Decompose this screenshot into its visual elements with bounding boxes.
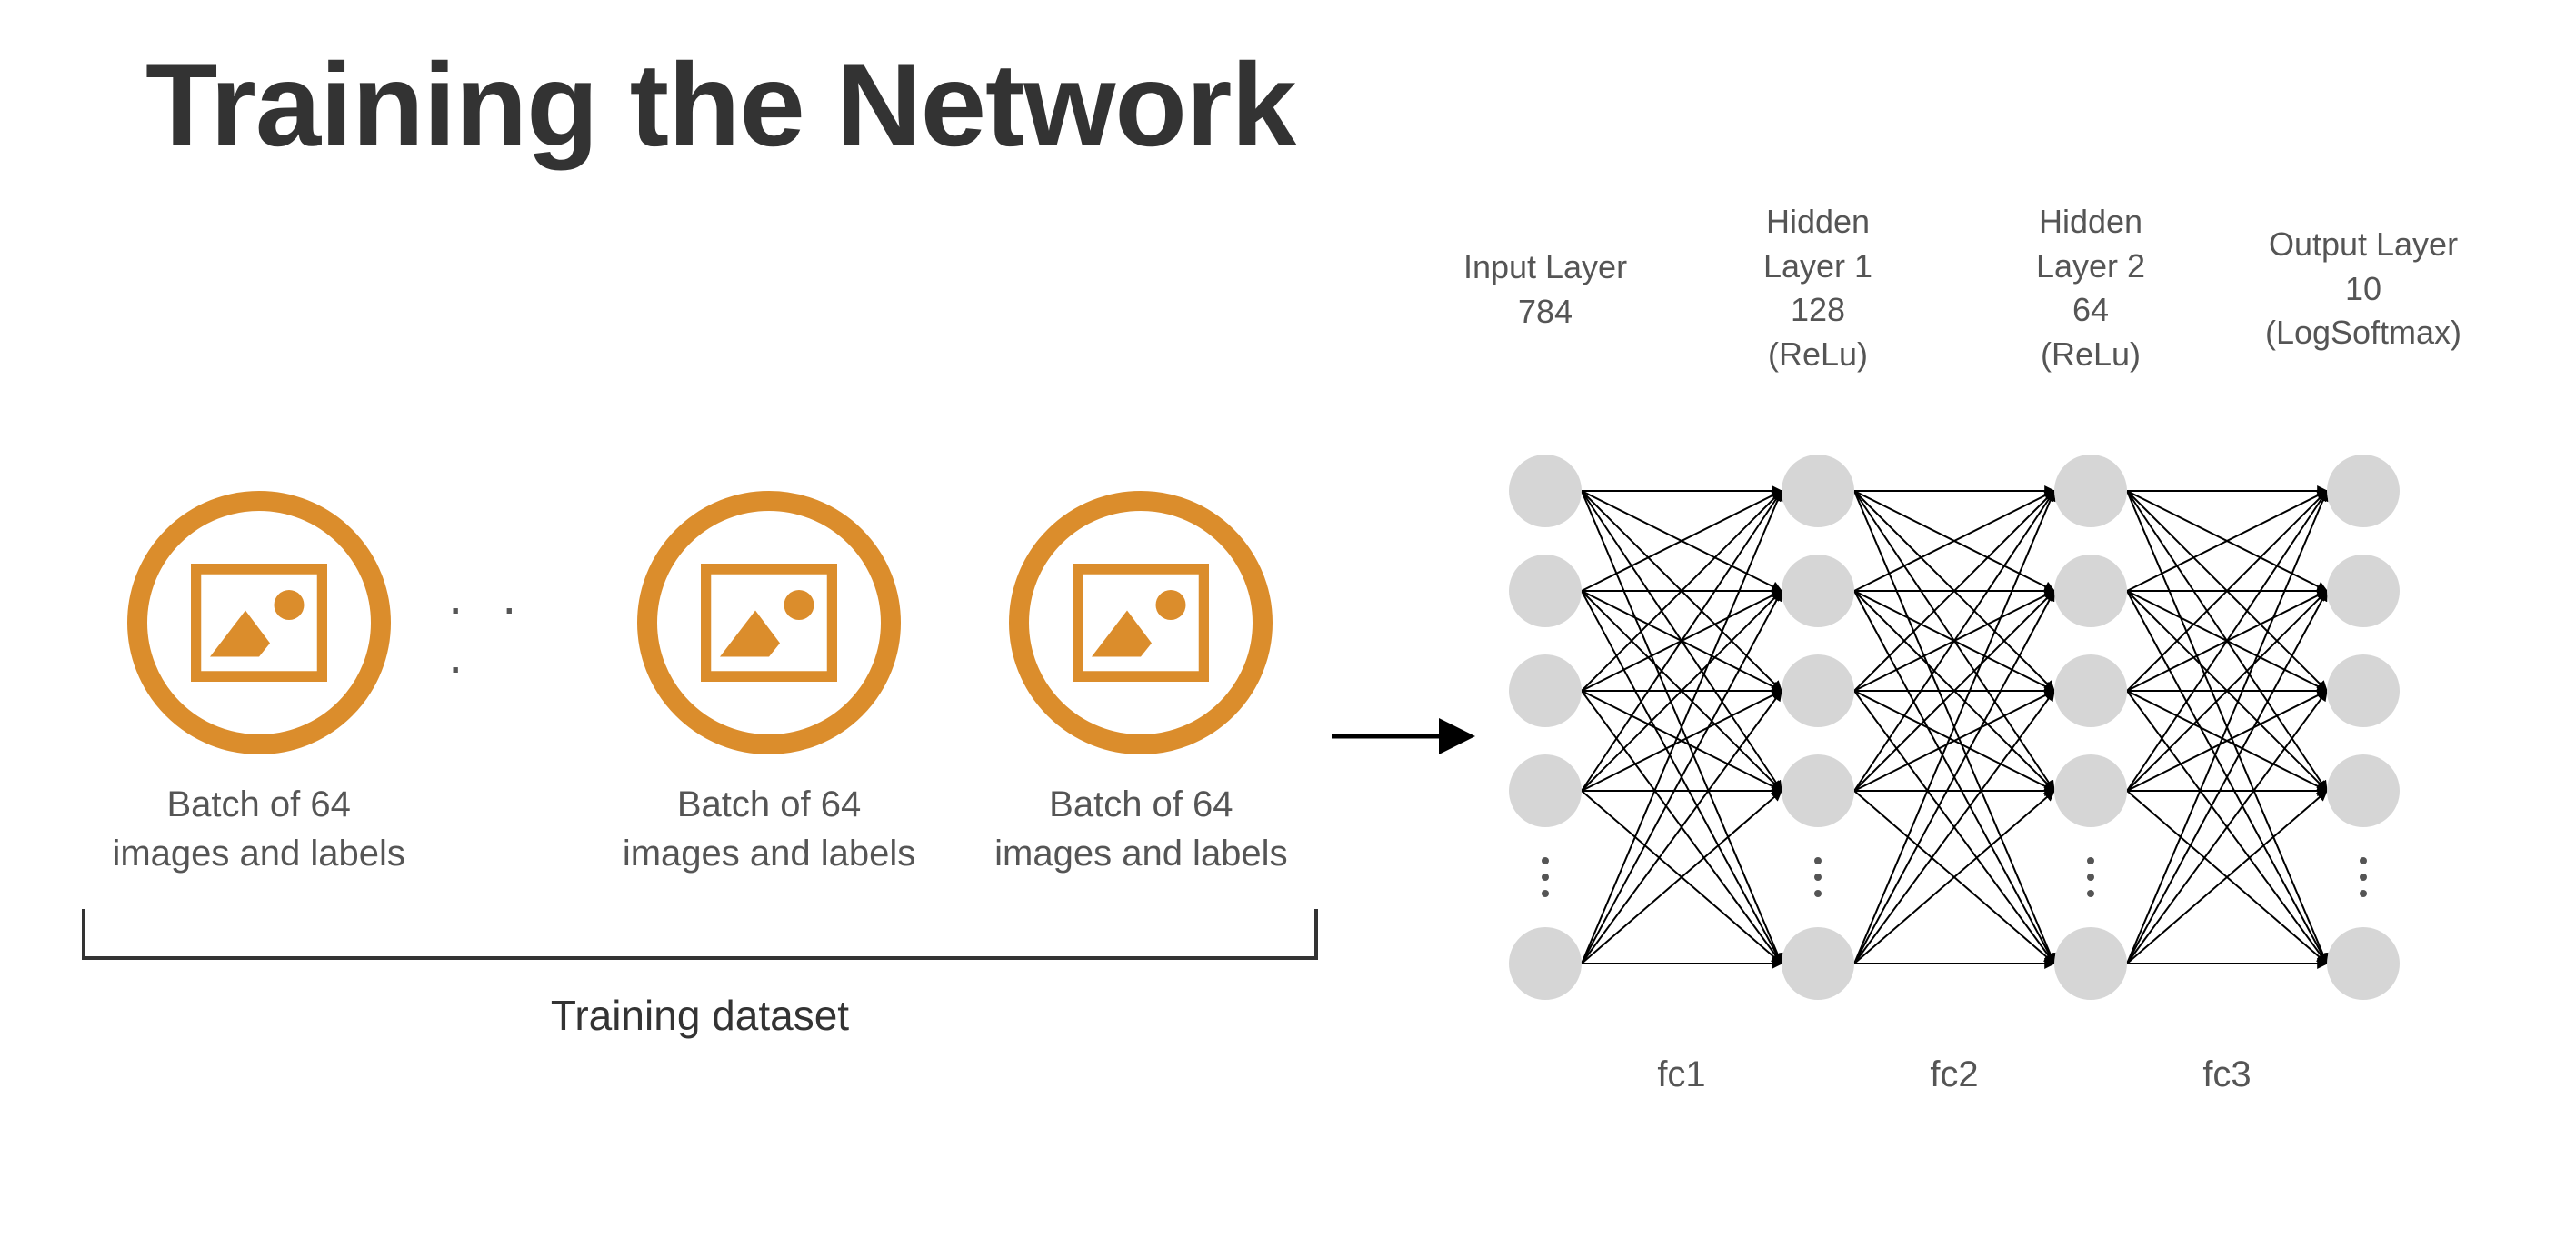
- bracket-label: Training dataset: [73, 991, 1327, 1040]
- slide: Training the Network Batch of 64 images …: [0, 0, 2576, 1249]
- layer-header: Input Layer 784: [1436, 245, 1654, 334]
- batch-circle: [637, 491, 901, 754]
- batch-item: Batch of 64 images and labels: [583, 491, 954, 878]
- layer-header: Hidden Layer 1 128 (ReLu): [1709, 200, 1927, 376]
- layer-header-line: Layer 2: [1982, 245, 2200, 289]
- image-icon: [1073, 564, 1209, 682]
- page-title: Training the Network: [145, 36, 1296, 173]
- caption-line: images and labels: [73, 829, 444, 878]
- layer-header-line: (ReLu): [1709, 333, 1927, 377]
- network-diagram: Input Layer 784 Hidden Layer 1 128 (ReLu…: [1491, 355, 2545, 1209]
- layer-header-line: (LogSoftmax): [2254, 311, 2472, 355]
- caption-line: Batch of 64: [955, 780, 1327, 829]
- caption-line: Batch of 64: [73, 780, 444, 829]
- layer-header-line: 64: [1982, 288, 2200, 333]
- fc-label: fc2: [1872, 1054, 2036, 1095]
- layer-header-line: Hidden: [1982, 200, 2200, 245]
- caption-line: images and labels: [583, 829, 954, 878]
- batch-caption: Batch of 64 images and labels: [583, 780, 954, 878]
- layer-header-line: Hidden: [1709, 200, 1927, 245]
- layer-header-line: 10: [2254, 267, 2472, 312]
- batch-caption: Batch of 64 images and labels: [955, 780, 1327, 878]
- batch-circle: [127, 491, 391, 754]
- layer-header: Hidden Layer 2 64 (ReLu): [1982, 200, 2200, 376]
- arrow-icon: [1327, 709, 1482, 764]
- layer-header-line: Output Layer: [2254, 223, 2472, 267]
- layer-header-line: 128: [1709, 288, 1927, 333]
- fc-label: fc3: [2145, 1054, 2309, 1095]
- layer-header-line: (ReLu): [1982, 333, 2200, 377]
- layer-header-line: 784: [1436, 290, 1654, 335]
- image-icon: [191, 564, 327, 682]
- caption-line: images and labels: [955, 829, 1327, 878]
- batch-item: Batch of 64 images and labels: [955, 491, 1327, 878]
- image-icon: [701, 564, 837, 682]
- layer-header: Output Layer 10 (LogSoftmax): [2254, 223, 2472, 355]
- bracket: [82, 909, 1318, 960]
- caption-line: Batch of 64: [583, 780, 954, 829]
- batch-item: Batch of 64 images and labels: [73, 491, 444, 878]
- network-svg: [1491, 355, 2454, 1045]
- layer-header-line: Input Layer: [1436, 245, 1654, 290]
- batch-caption: Batch of 64 images and labels: [73, 780, 444, 878]
- fc-label: fc1: [1600, 1054, 1763, 1095]
- ellipsis: . . .: [444, 566, 583, 803]
- batch-circle: [1009, 491, 1273, 754]
- layer-header-line: Layer 1: [1709, 245, 1927, 289]
- batch-row: Batch of 64 images and labels . . . Batc…: [73, 491, 1327, 878]
- batches-group: Batch of 64 images and labels . . . Batc…: [73, 491, 1327, 1040]
